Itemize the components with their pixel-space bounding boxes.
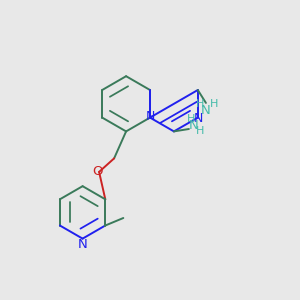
Text: N: N xyxy=(189,118,199,132)
Text: O: O xyxy=(93,165,103,178)
Text: H: H xyxy=(187,113,195,124)
Text: H: H xyxy=(209,99,218,109)
Text: H: H xyxy=(196,126,204,136)
Text: N: N xyxy=(194,112,203,125)
Text: N: N xyxy=(200,104,210,117)
Text: N: N xyxy=(146,110,155,123)
Text: H: H xyxy=(196,99,204,109)
Text: N: N xyxy=(78,238,88,250)
